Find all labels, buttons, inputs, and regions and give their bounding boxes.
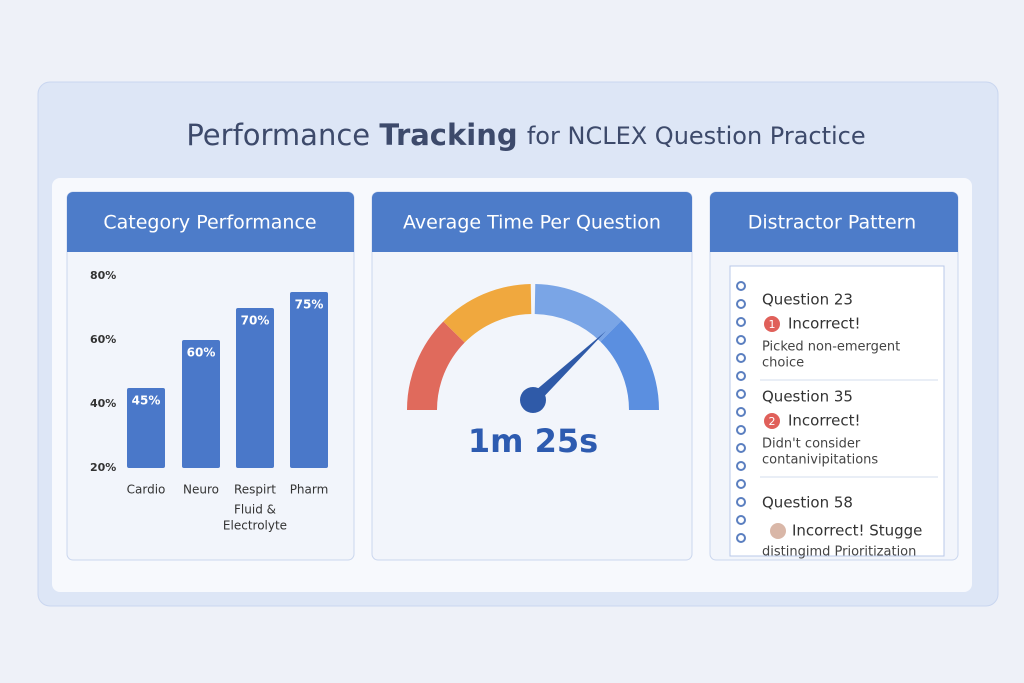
y-tick-label: 20% <box>90 461 116 474</box>
ring <box>736 371 746 381</box>
question: Question 58 <box>762 494 853 512</box>
ring <box>736 335 746 345</box>
badge <box>770 523 786 539</box>
bar <box>290 292 328 468</box>
ring <box>736 515 746 525</box>
x-tick-label: Pharm <box>290 483 329 497</box>
note: Picked non-emergent <box>762 340 900 355</box>
note: contanivipitations <box>762 453 878 468</box>
panel-header <box>67 192 354 252</box>
badge <box>764 316 780 332</box>
badge-number: 2 <box>769 415 776 428</box>
title-part: for NCLEX Question Practice <box>527 122 866 150</box>
note: choice <box>762 356 804 371</box>
gauge-needle <box>529 331 606 404</box>
ring <box>736 425 746 435</box>
panel-header <box>710 192 958 252</box>
category-note: Fluid & <box>234 503 276 517</box>
x-tick-label: Neuro <box>183 483 219 497</box>
page-title: Performance Tracking for NCLEX Question … <box>186 118 865 152</box>
gauge-hub <box>520 387 546 413</box>
note: Didn't consider <box>762 437 861 452</box>
status: Incorrect! Stugge <box>792 522 922 540</box>
category-note: Electrolyte <box>223 519 287 533</box>
y-tick-label: 60% <box>90 333 116 346</box>
spiral <box>736 281 746 543</box>
ring <box>736 281 746 291</box>
panel-header <box>372 192 692 252</box>
bar-chart: 20% 40% 60% 80% 45% Cardio 60% Neuro 70% Respirt 7… <box>90 269 328 533</box>
title-part: Performance <box>186 118 370 152</box>
ring <box>736 299 746 309</box>
timer-value: 1m 25s <box>468 422 598 460</box>
distractor-list: Question 23 1 Incorrect! Picked non-emergen… <box>760 291 938 560</box>
panel-title: Distractor Pattern <box>748 212 916 234</box>
note: distingimd Prioritization <box>762 545 916 560</box>
question: Question 23 <box>762 291 853 309</box>
ring <box>736 353 746 363</box>
ring <box>736 479 746 489</box>
gauge-segment <box>534 284 622 343</box>
question: Question 35 <box>762 388 853 406</box>
ring <box>736 533 746 543</box>
gauge-segment <box>443 284 532 343</box>
ring <box>736 497 746 507</box>
title-part: Tracking <box>379 118 517 152</box>
ring <box>736 443 746 453</box>
y-tick-label: 80% <box>90 269 116 282</box>
gauge-segment <box>600 320 659 411</box>
panel-title: Category Performance <box>103 212 316 234</box>
value-label: 75% <box>295 298 324 312</box>
bar <box>182 340 220 468</box>
ring <box>736 389 746 399</box>
badge <box>764 413 780 429</box>
value-label: 70% <box>241 314 270 328</box>
ring <box>736 317 746 327</box>
value-label: 45% <box>132 394 161 408</box>
bar <box>236 308 274 468</box>
x-tick-label: Cardio <box>127 483 166 497</box>
x-tick-label: Respirt <box>234 483 276 497</box>
notebook-page <box>729 265 945 557</box>
y-tick-label: 40% <box>90 397 116 410</box>
badge-number: 1 <box>769 318 776 331</box>
ring <box>736 461 746 471</box>
gauge-segment <box>407 321 466 411</box>
status: Incorrect! <box>788 412 860 430</box>
ring <box>736 407 746 417</box>
status: Incorrect! <box>788 315 860 333</box>
bar <box>127 388 165 468</box>
value-label: 60% <box>187 346 216 360</box>
panel-title: Average Time Per Question <box>403 212 661 234</box>
